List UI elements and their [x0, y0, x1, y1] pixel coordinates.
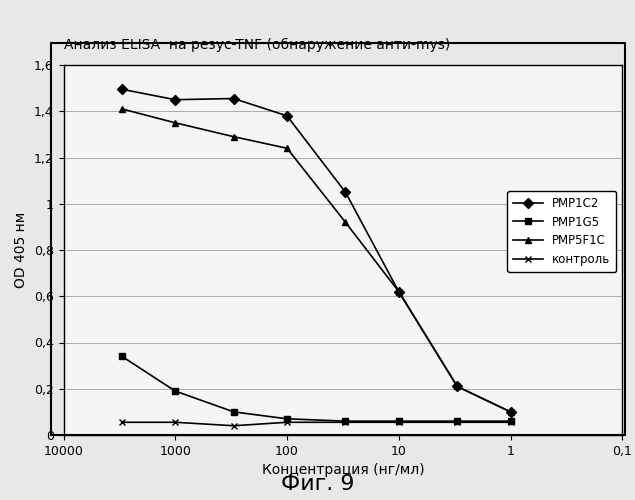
- Text: Фиг. 9: Фиг. 9: [281, 474, 354, 494]
- Legend: PMP1C2, PMP1G5, PMP5F1C, контроль: PMP1C2, PMP1G5, PMP5F1C, контроль: [507, 190, 617, 272]
- Text: Анализ ELISA  на резус-TNF (обнаружение анти-mys): Анализ ELISA на резус-TNF (обнаружение а…: [64, 38, 450, 52]
- X-axis label: Концентрация (нг/мл): Концентрация (нг/мл): [262, 464, 424, 477]
- Y-axis label: OD 405 нм: OD 405 нм: [14, 212, 28, 288]
